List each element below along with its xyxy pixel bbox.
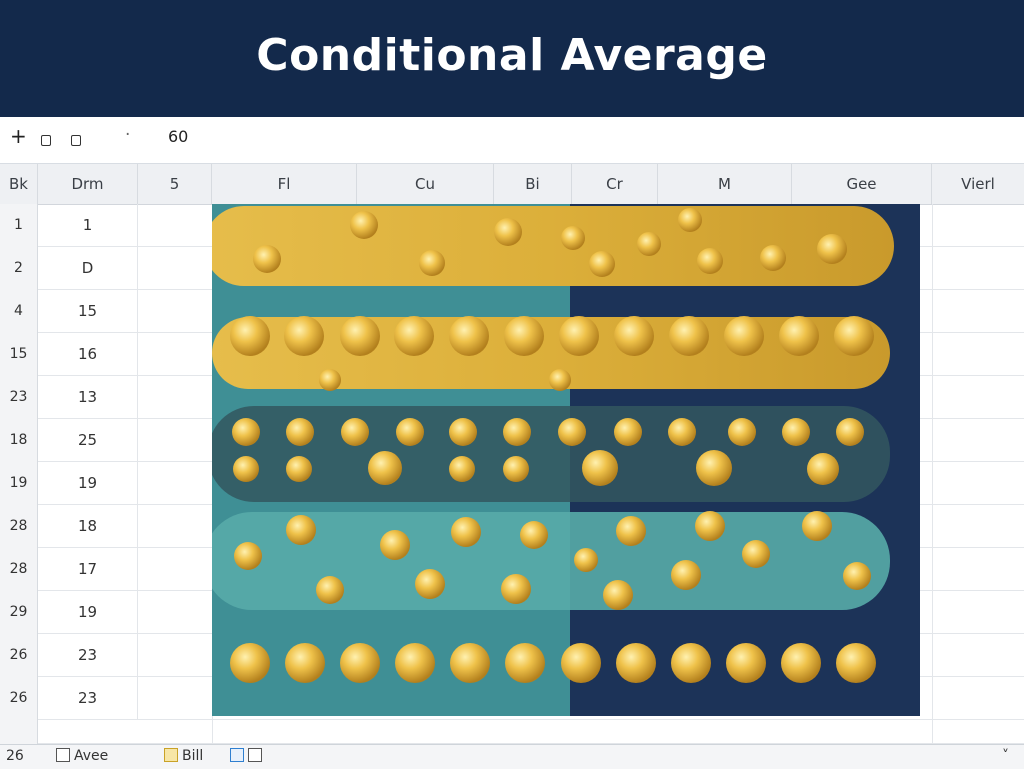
row-header[interactable]: 26 — [0, 634, 38, 677]
cell[interactable]: 15 — [38, 290, 138, 333]
coin-row — [234, 511, 871, 610]
column-header[interactable]: Cu — [357, 164, 494, 204]
coin-row — [253, 208, 847, 277]
table-row: 26 23 — [0, 634, 1024, 677]
column-header[interactable]: M — [658, 164, 792, 204]
cell[interactable]: 19 — [38, 462, 138, 505]
row-header[interactable]: 19 — [0, 462, 38, 505]
row-header[interactable]: 28 — [0, 548, 38, 591]
cell[interactable]: 19 — [38, 591, 138, 634]
square-icon[interactable] — [41, 131, 51, 151]
table-row: 26 23 — [0, 677, 1024, 720]
column-header[interactable]: Cr — [572, 164, 658, 204]
coin-illustration — [212, 204, 920, 716]
row-header[interactable]: 4 — [0, 290, 38, 333]
toolbar: + · 60 — [0, 117, 1024, 164]
row-header[interactable]: 26 — [0, 677, 38, 720]
row-header[interactable]: 18 — [0, 419, 38, 462]
sheet-tab-avee[interactable]: Avee — [56, 748, 108, 764]
column-header[interactable]: Fl — [212, 164, 357, 204]
column-header[interactable]: Bi — [494, 164, 572, 204]
sheet-tab-bill[interactable]: Bill — [164, 748, 203, 764]
row-header[interactable]: 23 — [0, 376, 38, 419]
add-sheet-button[interactable] — [230, 748, 266, 764]
page-title: Conditional Average — [256, 30, 768, 81]
column-header[interactable]: Gee — [792, 164, 932, 204]
cell-value-display[interactable]: 60 — [168, 127, 189, 146]
coin-row — [230, 316, 874, 391]
cell[interactable]: 18 — [38, 505, 138, 548]
row-header[interactable]: 1 — [0, 204, 38, 247]
square-icon[interactable] — [71, 131, 81, 151]
row-header[interactable]: 29 — [0, 591, 38, 634]
cell[interactable]: D — [38, 247, 138, 290]
cell[interactable]: 17 — [38, 548, 138, 591]
column-header-row: Bk Drm 5 Fl Cu Bi Cr M Gee Vierl — [0, 164, 1024, 205]
coin-row — [232, 418, 864, 486]
cell[interactable]: 13 — [38, 376, 138, 419]
column-header[interactable]: Drm — [38, 164, 138, 204]
row-header[interactable]: 28 — [0, 505, 38, 548]
band — [212, 206, 894, 286]
row-header[interactable] — [0, 720, 38, 744]
separator-dot: · — [125, 125, 131, 145]
status-bar: 26 Avee Bill ˅ — [0, 744, 1024, 769]
column-header[interactable]: Bk — [0, 164, 38, 204]
column-header[interactable]: Vierl — [961, 175, 995, 193]
band — [212, 317, 890, 389]
cell[interactable]: 23 — [38, 634, 138, 677]
coin-row — [230, 643, 876, 683]
chevron-down-icon[interactable]: ˅ — [1002, 748, 1009, 764]
square-icon — [248, 748, 262, 762]
square-icon — [230, 748, 244, 762]
row-header[interactable]: 2 — [0, 247, 38, 290]
cell[interactable]: 16 — [38, 333, 138, 376]
cell[interactable]: 23 — [38, 677, 138, 720]
table-row — [0, 720, 1024, 744]
column-header[interactable]: 5 — [138, 164, 212, 204]
square-icon — [56, 748, 70, 762]
grid-line — [932, 204, 933, 744]
cell[interactable]: 25 — [38, 419, 138, 462]
title-banner: Conditional Average — [0, 0, 1024, 117]
status-row-number: 26 — [6, 748, 24, 764]
square-icon — [164, 748, 178, 762]
row-header[interactable]: 15 — [0, 333, 38, 376]
cell[interactable]: 1 — [38, 204, 138, 247]
plus-icon[interactable]: + — [10, 124, 27, 148]
